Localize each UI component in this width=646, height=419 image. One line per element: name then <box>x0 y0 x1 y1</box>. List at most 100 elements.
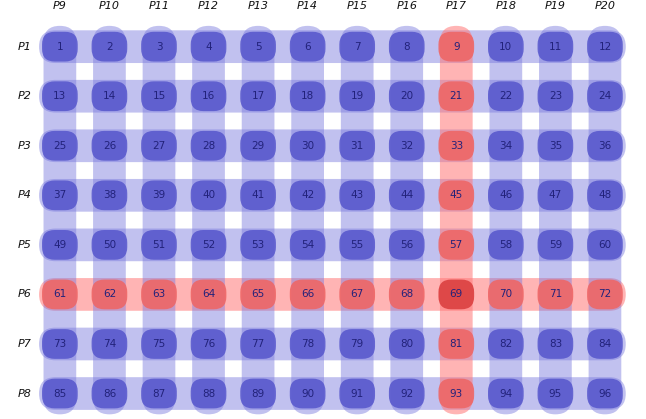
FancyBboxPatch shape <box>339 230 375 260</box>
Text: 92: 92 <box>400 388 413 398</box>
Text: 30: 30 <box>301 141 314 151</box>
Text: 71: 71 <box>548 290 562 300</box>
Text: P12: P12 <box>198 1 219 11</box>
FancyBboxPatch shape <box>389 181 424 210</box>
FancyBboxPatch shape <box>240 81 276 111</box>
Text: 63: 63 <box>152 290 165 300</box>
FancyBboxPatch shape <box>191 279 226 309</box>
FancyBboxPatch shape <box>389 81 424 111</box>
FancyBboxPatch shape <box>488 279 524 309</box>
Text: 42: 42 <box>301 190 314 200</box>
Text: 57: 57 <box>450 240 463 250</box>
Text: 84: 84 <box>598 339 612 349</box>
FancyBboxPatch shape <box>389 32 424 62</box>
Text: 15: 15 <box>152 91 165 101</box>
Text: 96: 96 <box>598 388 612 398</box>
Text: 14: 14 <box>103 91 116 101</box>
Text: 88: 88 <box>202 388 215 398</box>
Text: 50: 50 <box>103 240 116 250</box>
Text: 23: 23 <box>548 91 562 101</box>
FancyBboxPatch shape <box>39 377 626 410</box>
Text: 52: 52 <box>202 240 215 250</box>
FancyBboxPatch shape <box>439 181 474 210</box>
FancyBboxPatch shape <box>537 32 573 62</box>
FancyBboxPatch shape <box>290 32 326 62</box>
Text: P1: P1 <box>18 41 32 52</box>
FancyBboxPatch shape <box>141 131 177 160</box>
Text: 26: 26 <box>103 141 116 151</box>
Text: 61: 61 <box>53 290 67 300</box>
Text: 27: 27 <box>152 141 165 151</box>
Text: 28: 28 <box>202 141 215 151</box>
FancyBboxPatch shape <box>587 279 623 309</box>
Text: 29: 29 <box>251 141 265 151</box>
Text: 85: 85 <box>53 388 67 398</box>
FancyBboxPatch shape <box>537 329 573 359</box>
FancyBboxPatch shape <box>92 329 127 359</box>
Text: 24: 24 <box>598 91 612 101</box>
FancyBboxPatch shape <box>339 131 375 160</box>
Text: 77: 77 <box>251 339 265 349</box>
FancyBboxPatch shape <box>587 181 623 210</box>
FancyBboxPatch shape <box>39 278 626 311</box>
Text: 10: 10 <box>499 41 512 52</box>
FancyBboxPatch shape <box>587 230 623 260</box>
FancyBboxPatch shape <box>339 379 375 409</box>
FancyBboxPatch shape <box>389 131 424 160</box>
Text: 46: 46 <box>499 190 512 200</box>
Text: 89: 89 <box>251 388 265 398</box>
FancyBboxPatch shape <box>141 230 177 260</box>
FancyBboxPatch shape <box>39 228 626 261</box>
Text: 54: 54 <box>301 240 314 250</box>
FancyBboxPatch shape <box>537 131 573 160</box>
FancyBboxPatch shape <box>587 32 623 62</box>
FancyBboxPatch shape <box>39 328 626 360</box>
FancyBboxPatch shape <box>39 30 626 63</box>
FancyBboxPatch shape <box>92 379 127 409</box>
FancyBboxPatch shape <box>143 26 175 414</box>
FancyBboxPatch shape <box>42 181 78 210</box>
FancyBboxPatch shape <box>141 32 177 62</box>
FancyBboxPatch shape <box>42 230 78 260</box>
Text: 76: 76 <box>202 339 215 349</box>
Text: 80: 80 <box>400 339 413 349</box>
Text: P6: P6 <box>18 290 32 300</box>
Text: 25: 25 <box>53 141 67 151</box>
FancyBboxPatch shape <box>191 131 226 160</box>
FancyBboxPatch shape <box>92 131 127 160</box>
FancyBboxPatch shape <box>537 279 573 309</box>
FancyBboxPatch shape <box>240 181 276 210</box>
FancyBboxPatch shape <box>92 181 127 210</box>
FancyBboxPatch shape <box>191 379 226 409</box>
Text: 4: 4 <box>205 41 212 52</box>
FancyBboxPatch shape <box>539 26 572 414</box>
Text: P20: P20 <box>594 1 616 11</box>
Text: P13: P13 <box>247 1 269 11</box>
Text: 78: 78 <box>301 339 314 349</box>
FancyBboxPatch shape <box>290 131 326 160</box>
FancyBboxPatch shape <box>440 26 473 414</box>
Text: 53: 53 <box>251 240 265 250</box>
FancyBboxPatch shape <box>587 81 623 111</box>
FancyBboxPatch shape <box>242 26 275 414</box>
Text: 17: 17 <box>251 91 265 101</box>
Text: 34: 34 <box>499 141 512 151</box>
FancyBboxPatch shape <box>439 230 474 260</box>
FancyBboxPatch shape <box>141 379 177 409</box>
FancyBboxPatch shape <box>587 131 623 160</box>
Text: P15: P15 <box>347 1 368 11</box>
FancyBboxPatch shape <box>488 230 524 260</box>
Text: 86: 86 <box>103 388 116 398</box>
FancyBboxPatch shape <box>191 230 226 260</box>
Text: P16: P16 <box>396 1 417 11</box>
Text: P18: P18 <box>495 1 516 11</box>
FancyBboxPatch shape <box>141 279 177 309</box>
Text: P19: P19 <box>545 1 566 11</box>
Text: 68: 68 <box>400 290 413 300</box>
FancyBboxPatch shape <box>488 379 524 409</box>
Text: 31: 31 <box>351 141 364 151</box>
FancyBboxPatch shape <box>339 279 375 309</box>
Text: 82: 82 <box>499 339 512 349</box>
FancyBboxPatch shape <box>290 81 326 111</box>
Text: P3: P3 <box>18 141 32 151</box>
